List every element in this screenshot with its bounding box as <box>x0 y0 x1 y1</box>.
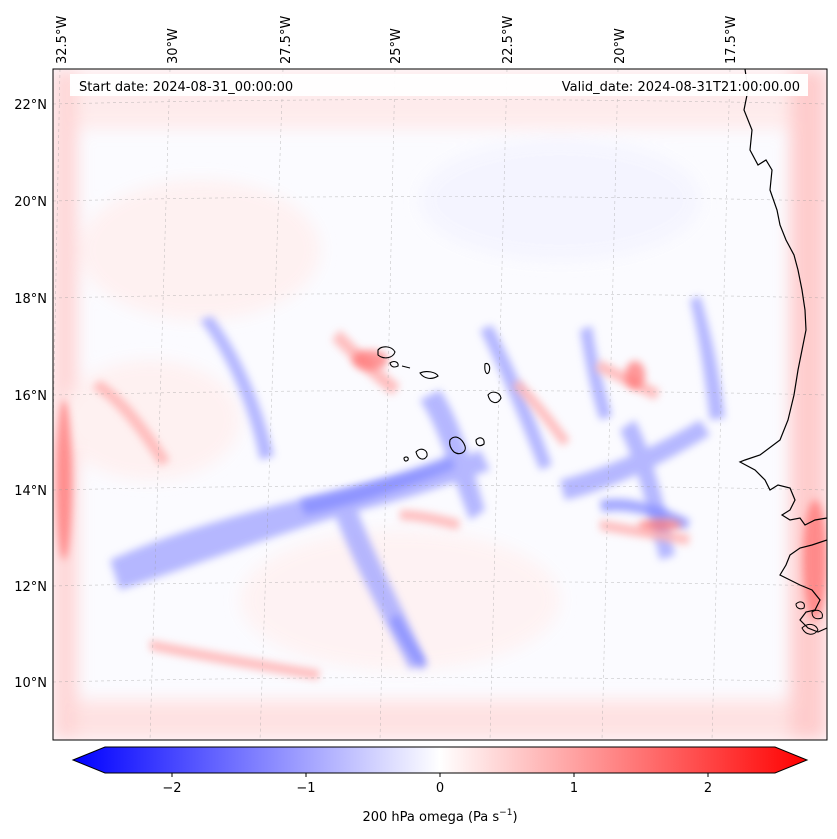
africa-coastline-south <box>779 539 827 633</box>
colorbar-label-close: ) <box>512 810 517 825</box>
start-date-label: Start date: 2024-08-31_00:00:00 <box>79 80 293 95</box>
lon-label: 30°W <box>166 28 181 64</box>
lon-label: 22.5°W <box>501 16 516 64</box>
colorbar-ticks <box>171 773 709 777</box>
africa-coastline <box>738 69 827 526</box>
lon-label: 25°W <box>389 28 404 64</box>
omega-field <box>53 69 827 740</box>
lat-label: 18°N <box>14 292 47 307</box>
lat-label: 16°N <box>14 389 47 404</box>
lon-label: 32.5°W <box>55 16 70 64</box>
graticule <box>53 69 827 740</box>
lat-label: 14°N <box>14 484 47 499</box>
colorbar-body <box>71 746 809 774</box>
colorbar-tick-label: 2 <box>704 781 712 796</box>
lon-label: 27.5°W <box>279 16 294 64</box>
valid-date-label: Valid_date: 2024-08-31T21:00:00.00 <box>562 80 800 95</box>
lat-label: 22°N <box>14 98 47 113</box>
colorbar-label-main: 200 hPa omega (Pa s <box>362 810 499 825</box>
colorbar-label: 200 hPa omega (Pa s−1) <box>362 808 517 825</box>
lat-label: 20°N <box>14 195 47 210</box>
date-banner <box>70 74 808 96</box>
latitude-labels: 22°N 20°N 18°N 16°N 14°N 12°N 10°N <box>14 98 47 691</box>
lat-label: 10°N <box>14 676 47 691</box>
lat-label: 12°N <box>14 580 47 595</box>
bijagos-islands <box>795 601 823 635</box>
map-frame <box>52 68 828 741</box>
colorbar-tick-label: 0 <box>436 781 444 796</box>
colorbar-tick-label: 1 <box>570 781 578 796</box>
longitude-labels: 32.5°W 30°W 27.5°W 25°W 22.5°W 20°W 17.5… <box>55 16 739 64</box>
colorbar-label-sup: −1 <box>499 808 512 818</box>
colorbar-tick-label: −1 <box>296 781 315 796</box>
colorbar: −2 −1 0 1 2 200 hPa omega (Pa s−1) <box>71 746 809 825</box>
lon-label: 17.5°W <box>724 16 739 64</box>
cape-verde-islands <box>377 346 502 462</box>
colorbar-tick-label: −2 <box>162 781 181 796</box>
lon-label: 20°W <box>613 28 628 64</box>
